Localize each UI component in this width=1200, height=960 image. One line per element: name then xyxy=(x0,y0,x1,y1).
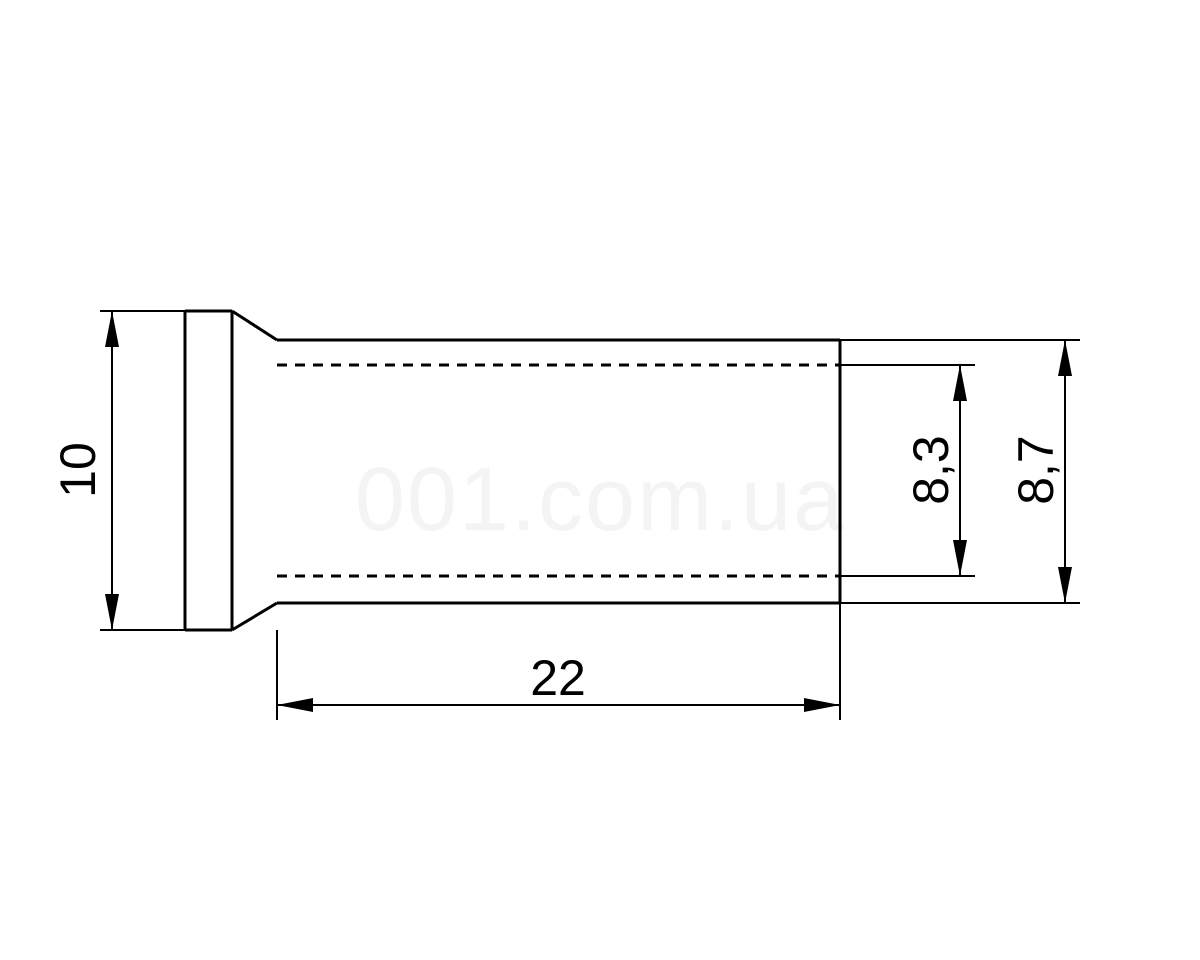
dim-body-length-label: 22 xyxy=(530,650,586,706)
dim-flange-height-label: 10 xyxy=(50,442,106,498)
dim-inner-dia-label: 8,3 xyxy=(903,435,959,505)
watermark-text: 001.com.ua xyxy=(355,450,845,550)
technical-drawing: 001.com.ua 10 22 8,3 8,7 xyxy=(0,0,1200,960)
dim-outer-dia-label: 8,7 xyxy=(1008,435,1064,505)
